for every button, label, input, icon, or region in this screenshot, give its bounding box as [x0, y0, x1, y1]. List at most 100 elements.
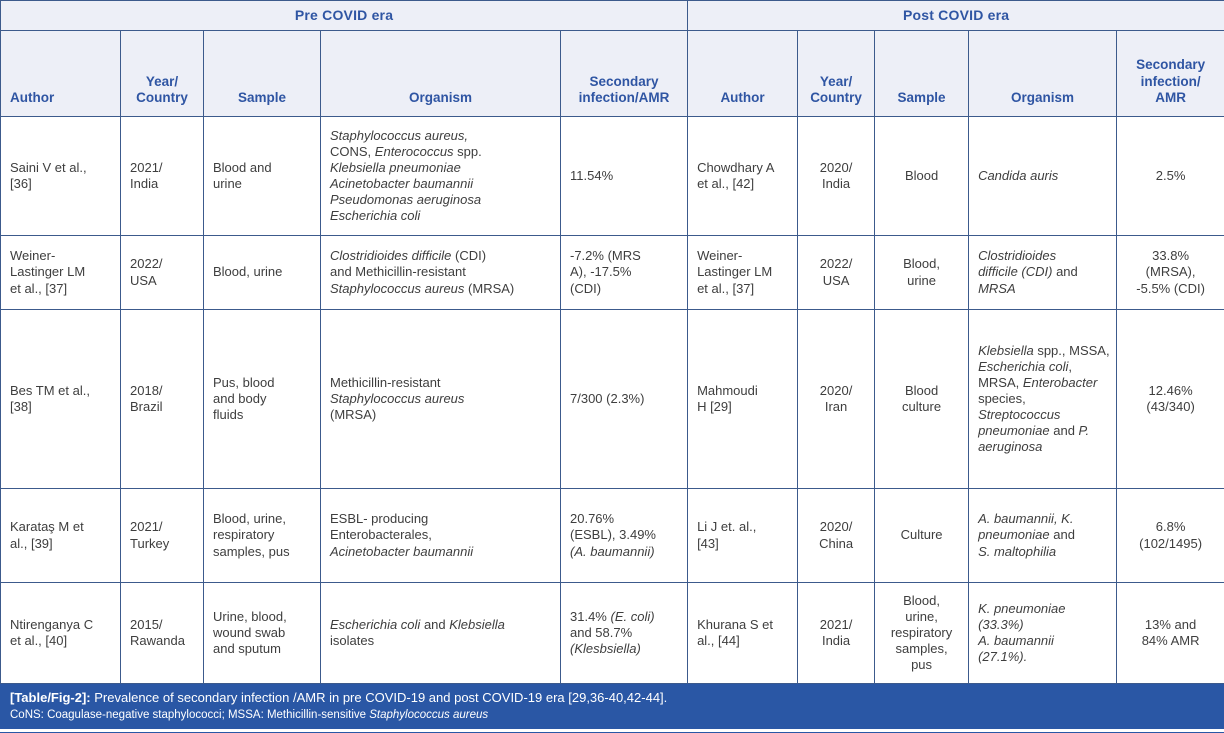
- pre-year-cell: 2018/ Brazil: [120, 309, 204, 489]
- table-row: Saini V et al., [36] 2021/ India Blood a…: [0, 116, 1224, 236]
- org-seg: spp., MSSA,: [1033, 342, 1110, 358]
- org-seg: Staphylococcus aureus,: [330, 127, 469, 143]
- post-organism-cell: Candida auris: [968, 116, 1118, 236]
- org-seg: and: [1056, 264, 1078, 280]
- post-year-country-header: Year/ Country: [797, 30, 876, 117]
- post-organism-cell: Clostridioides difficile (CDI) and MRSA: [968, 235, 1118, 310]
- post-author-header: Author: [687, 30, 799, 117]
- era-header-row: Pre COVID era Post COVID era: [0, 0, 1224, 31]
- sec-seg: and 58.7%: [570, 624, 633, 640]
- sec-seg: (Klesbsiella): [570, 641, 641, 657]
- abbreviations-line: CoNS: Coagulase-negative staphylococci; …: [10, 708, 1214, 723]
- pre-secondary-cell: 20.76% (ESBL), 3.49% (A. baumannii): [559, 488, 689, 583]
- pre-year-country-header: Year/ Country: [120, 30, 204, 117]
- pre-secondary-infection-header: Secondary infection/AMR: [559, 30, 689, 117]
- pre-organism-cell: ESBL- producing Enterobacterales, Acinet…: [320, 488, 561, 583]
- org-seg: Escherichia coli: [330, 616, 421, 632]
- post-sample-header: Sample: [874, 30, 970, 117]
- sec-seg: 12.46% (43/340): [1146, 382, 1195, 414]
- post-year-cell: 2021/ India: [797, 582, 876, 684]
- pre-year-cell: 2021/ Turkey: [120, 488, 204, 583]
- pre-sample-cell: Blood, urine: [203, 235, 321, 310]
- post-secondary-cell: 12.46% (43/340): [1116, 309, 1224, 489]
- sec-seg: (E. coli): [610, 608, 655, 624]
- table-caption: [Table/Fig-2]: Prevalence of secondary i…: [0, 684, 1224, 729]
- org-seg: ESBL- producing Enterobacterales,: [330, 511, 432, 543]
- post-year-cell: 2020/ China: [797, 488, 876, 583]
- sec-seg: 7/300 (2.3%): [570, 390, 645, 406]
- post-author-cell: Mahmoudi H [29]: [687, 309, 799, 489]
- pre-author-cell: Saini V et al., [36]: [0, 116, 121, 236]
- caption-text: Prevalence of secondary infection /AMR i…: [90, 690, 668, 705]
- org-seg: Streptococcus pneumoniae: [978, 407, 1061, 439]
- org-seg: (MRSA): [330, 407, 377, 423]
- pre-year-cell: 2022/ USA: [120, 235, 204, 310]
- org-seg: Escherichia coli: [978, 358, 1069, 374]
- pre-secondary-cell: 7/300 (2.3%): [559, 309, 689, 489]
- table-row: Bes TM et al., [38] 2018/ Brazil Pus, bl…: [0, 309, 1224, 489]
- pre-secondary-cell: -7.2% (MRS A), -17.5% (CDI): [559, 235, 689, 310]
- sec-seg: 6.8% (102/1495): [1139, 519, 1203, 551]
- pre-organism-cell: Methicillin-resistant Staphylococcus aur…: [320, 309, 561, 489]
- post-year-cell: 2022/ USA: [797, 235, 876, 310]
- org-seg: isolates: [330, 633, 375, 648]
- pre-secondary-cell: 31.4% (E. coli) and 58.7% (Klesbsiella): [559, 582, 689, 684]
- pre-sample-cell: Blood and urine: [203, 116, 321, 236]
- pre-year-cell: 2015/ Rawanda: [120, 582, 204, 684]
- tablefig2-table: Pre COVID era Post COVID era Author Year…: [0, 0, 1224, 684]
- post-year-cell: 2020/ Iran: [797, 309, 876, 489]
- org-seg: (MRSA): [464, 280, 515, 296]
- bottom-gap: [0, 728, 1224, 732]
- sec-seg: 11.54%: [570, 167, 614, 183]
- post-author-cell: Khurana S et al., [44]: [687, 582, 799, 684]
- pre-secondary-cell: 11.54%: [559, 116, 689, 236]
- post-sample-cell: Culture: [874, 488, 970, 583]
- post-secondary-infection-header: Secondary infection/ AMR: [1116, 30, 1224, 117]
- org-seg: Klebsiella pneumoniae Acinetobacter baum…: [330, 159, 482, 224]
- org-seg: Clostridioides difficile (CDI): [978, 248, 1057, 280]
- org-seg: Candida auris: [978, 167, 1059, 183]
- post-sample-cell: Blood: [874, 116, 970, 236]
- post-organism-cell: Klebsiella spp., MSSA, Escherichia coli,…: [968, 309, 1118, 489]
- bottom-rule: [0, 731, 1224, 733]
- pre-year-cell: 2021/ India: [120, 116, 204, 236]
- post-author-cell: Weiner- Lastinger LM et al., [37]: [687, 235, 799, 310]
- org-seg: (CDI) and Methicillin-resistant: [330, 248, 487, 280]
- org-seg: MRSA: [978, 280, 1016, 296]
- post-organism-cell: A. baumannii, K. pneumoniae and S. malto…: [968, 488, 1118, 583]
- pre-author-cell: Karataş M et al., [39]: [0, 488, 121, 583]
- post-organism-cell: K. pneumoniae (33.3%) A. baumannii (27.1…: [968, 582, 1118, 684]
- org-seg: Methicillin-resistant: [330, 374, 441, 390]
- post-secondary-cell: 33.8% (MRSA), -5.5% (CDI): [1116, 235, 1224, 310]
- org-seg: Enterococcus: [374, 143, 454, 159]
- sec-seg: (A. baumannii): [570, 543, 655, 559]
- org-seg: Staphylococcus aureus: [330, 390, 465, 406]
- pre-sample-cell: Pus, blood and body fluids: [203, 309, 321, 489]
- sec-seg: -7.2% (MRS A), -17.5% (CDI): [570, 248, 641, 296]
- pre-sample-cell: Blood, urine, respiratory samples, pus: [203, 488, 321, 583]
- org-seg: and: [1049, 423, 1079, 439]
- org-seg: K. pneumoniae (33.3%) A. baumannii (27.1…: [978, 600, 1066, 665]
- table-row: Karataş M et al., [39] 2021/ Turkey Bloo…: [0, 488, 1224, 583]
- table-row: Weiner- Lastinger LM et al., [37] 2022/ …: [0, 235, 1224, 310]
- caption-line: [Table/Fig-2]: Prevalence of secondary i…: [10, 690, 1214, 707]
- org-seg: Klebsiella: [449, 616, 505, 632]
- column-header-row: Author Year/ Country Sample Organism Sec…: [0, 30, 1224, 117]
- pre-author-cell: Weiner- Lastinger LM et al., [37]: [0, 235, 121, 310]
- pre-author-cell: Ntirenganya C et al., [40]: [0, 582, 121, 684]
- pre-organism-cell: Staphylococcus aureus, CONS, Enterococcu…: [320, 116, 561, 236]
- post-author-cell: Li J et. al., [43]: [687, 488, 799, 583]
- post-sample-cell: Blood, urine, respiratory samples, pus: [874, 582, 970, 684]
- table-row: Ntirenganya C et al., [40] 2015/ Rawanda…: [0, 582, 1224, 684]
- pre-organism-cell: Escherichia coli and Klebsiella isolates: [320, 582, 561, 684]
- pre-sample-cell: Urine, blood, wound swab and sputum: [203, 582, 321, 684]
- post-secondary-cell: 6.8% (102/1495): [1116, 488, 1224, 583]
- org-seg: , MRSA,: [978, 358, 1073, 390]
- org-seg: Enterobacter: [1022, 374, 1098, 390]
- pre-organism-cell: Clostridioides difficile (CDI) and Methi…: [320, 235, 561, 310]
- org-seg: Clostridioides difficile: [330, 248, 452, 264]
- sec-seg: 2.5%: [1155, 167, 1186, 183]
- org-seg: species,: [978, 390, 1026, 406]
- post-secondary-cell: 2.5%: [1116, 116, 1224, 236]
